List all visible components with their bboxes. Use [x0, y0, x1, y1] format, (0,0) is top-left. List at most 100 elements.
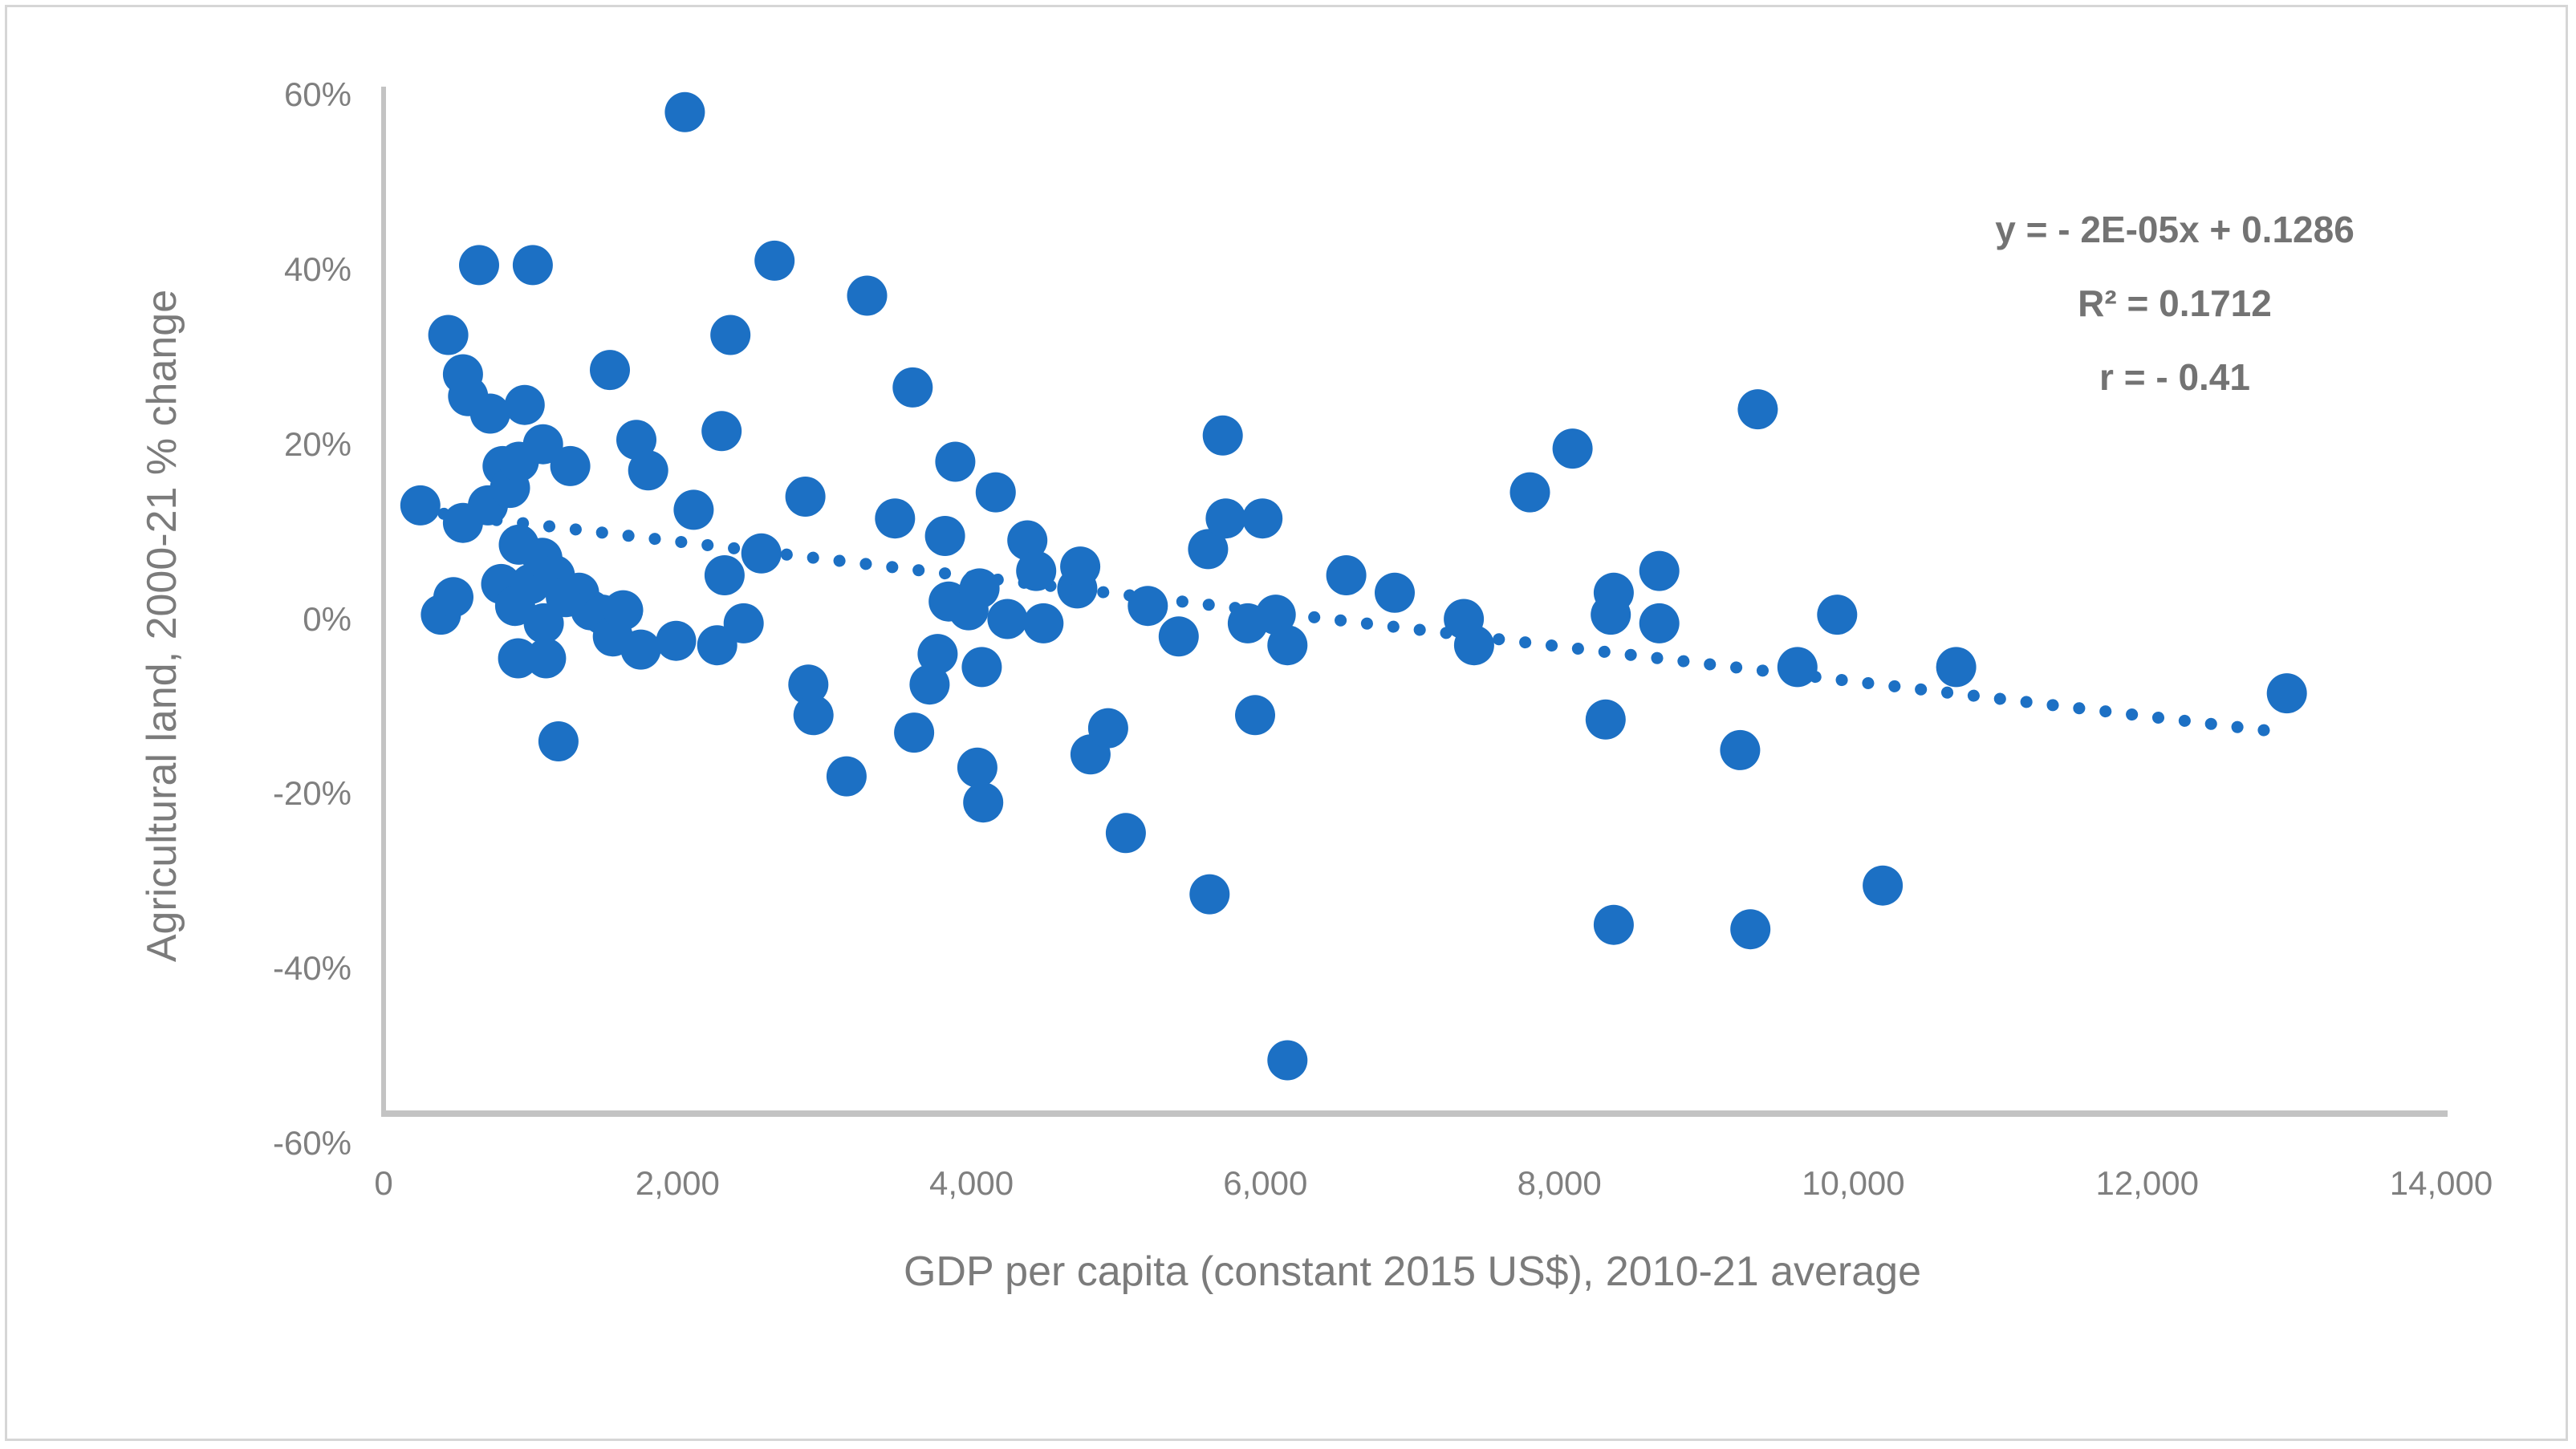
data-point[interactable] [620, 629, 661, 670]
data-point[interactable] [550, 445, 591, 486]
data-point[interactable] [1737, 389, 1778, 430]
data-point[interactable] [741, 533, 782, 574]
data-point[interactable] [469, 393, 510, 434]
data-point[interactable] [710, 315, 751, 355]
data-point[interactable] [793, 695, 834, 736]
data-point[interactable] [1720, 729, 1761, 770]
data-point[interactable] [2266, 673, 2307, 714]
data-point[interactable] [590, 350, 630, 391]
data-point[interactable] [1593, 904, 1634, 945]
data-point[interactable] [1453, 625, 1494, 666]
data-point[interactable] [1016, 550, 1057, 591]
data-point[interactable] [1158, 616, 1199, 657]
y-tick-label: 40% [283, 250, 351, 288]
trendline[interactable] [411, 504, 2281, 738]
data-point[interactable] [1023, 603, 1064, 643]
data-point[interactable] [957, 747, 997, 788]
data-point[interactable] [987, 599, 1028, 639]
data-point[interactable] [1863, 865, 1904, 906]
data-point[interactable] [826, 756, 867, 797]
data-point[interactable] [498, 638, 538, 679]
scatter-series[interactable] [400, 91, 2307, 1081]
annotation-r-value: r = - 0.41 [2099, 356, 2250, 398]
data-point[interactable] [697, 625, 737, 666]
data-point[interactable] [909, 664, 950, 705]
data-point[interactable] [1936, 647, 1977, 688]
data-point[interactable] [788, 664, 829, 705]
data-point[interactable] [935, 441, 976, 482]
data-point[interactable] [433, 577, 473, 618]
x-tick-label: 10,000 [1802, 1164, 1905, 1202]
data-point[interactable] [603, 590, 644, 631]
data-point[interactable] [1202, 415, 1243, 456]
data-point[interactable] [1105, 813, 1146, 854]
data-point[interactable] [504, 384, 545, 425]
data-point[interactable] [1585, 699, 1626, 740]
data-point[interactable] [1730, 909, 1771, 950]
data-point[interactable] [673, 489, 714, 530]
data-point[interactable] [1255, 595, 1296, 635]
data-point[interactable] [924, 516, 965, 556]
y-tick-label: 60% [283, 75, 351, 113]
data-point[interactable] [1128, 586, 1168, 627]
data-point[interactable] [894, 712, 935, 753]
y-tick-label: -60% [272, 1124, 351, 1162]
data-point[interactable] [428, 315, 469, 355]
data-point[interactable] [1189, 874, 1230, 915]
data-point[interactable] [1552, 428, 1593, 469]
data-point[interactable] [628, 450, 668, 491]
data-point[interactable] [656, 620, 697, 661]
data-point[interactable] [1639, 550, 1680, 591]
data-point[interactable] [1639, 603, 1680, 643]
data-point[interactable] [975, 472, 1016, 513]
data-point[interactable] [961, 647, 1002, 688]
data-point[interactable] [1817, 595, 1858, 635]
trendline-group[interactable] [411, 504, 2281, 738]
data-point[interactable] [1267, 625, 1308, 666]
data-point[interactable] [538, 721, 579, 761]
data-point[interactable] [526, 638, 567, 679]
data-point[interactable] [875, 498, 916, 539]
data-point[interactable] [785, 477, 826, 517]
data-point[interactable] [723, 603, 764, 643]
data-point[interactable] [1375, 572, 1415, 613]
data-point[interactable] [616, 420, 656, 461]
x-tick-label: 4,000 [929, 1164, 1014, 1202]
data-point[interactable] [704, 555, 745, 595]
data-point[interactable] [1509, 472, 1550, 513]
chart-border [5, 5, 2568, 1441]
data-point[interactable] [847, 275, 888, 316]
x-tick-label: 8,000 [1517, 1164, 1602, 1202]
data-point[interactable] [1007, 520, 1048, 561]
data-point[interactable] [959, 568, 1000, 609]
data-point[interactable] [892, 367, 933, 408]
data-point[interactable] [701, 411, 742, 452]
data-point[interactable] [1235, 695, 1275, 736]
data-point[interactable] [1205, 498, 1246, 539]
data-point[interactable] [1777, 647, 1818, 688]
data-point[interactable] [1087, 708, 1128, 749]
y-tick-label: -40% [272, 949, 351, 988]
data-point[interactable] [459, 245, 499, 286]
data-point[interactable] [1593, 572, 1634, 613]
x-tick-label: 12,000 [2095, 1164, 2199, 1202]
data-point[interactable] [1188, 529, 1229, 570]
annotation-equation: y = - 2E-05x + 0.1286 [1995, 209, 2355, 250]
data-point[interactable] [523, 603, 564, 643]
data-point[interactable] [512, 245, 553, 286]
data-point[interactable] [963, 782, 1004, 823]
x-axis-title: GDP per capita (constant 2015 US$), 2010… [903, 1248, 1922, 1295]
data-point[interactable] [1060, 546, 1101, 587]
data-point[interactable] [1267, 1040, 1308, 1081]
data-point[interactable] [664, 91, 705, 132]
data-point[interactable] [1326, 555, 1367, 595]
data-point[interactable] [754, 240, 795, 281]
data-point[interactable] [400, 485, 441, 526]
data-point[interactable] [1242, 498, 1283, 539]
x-tick-label: 2,000 [635, 1164, 720, 1202]
data-point[interactable] [917, 634, 958, 675]
x-tick-label: 14,000 [2389, 1164, 2493, 1202]
data-point[interactable] [522, 424, 563, 465]
